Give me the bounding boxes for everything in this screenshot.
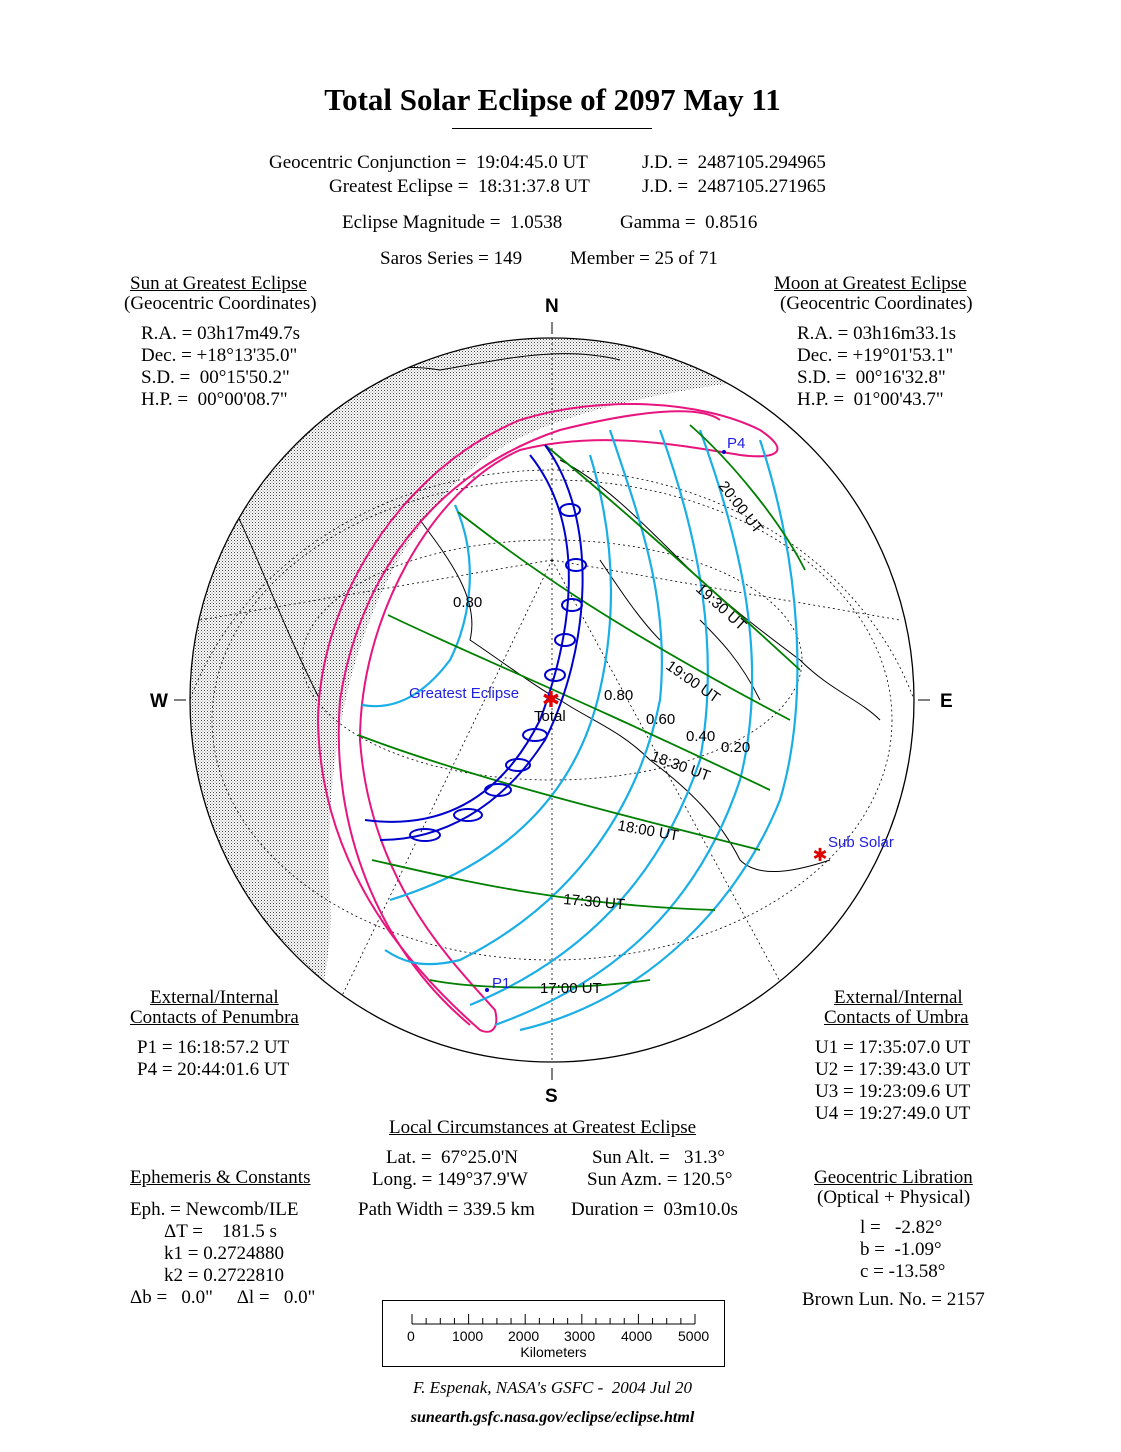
moon-dec: Dec. = +19°01'53.1" — [797, 345, 954, 366]
sun-ra: R.A. = 03h17m49.7s — [141, 323, 301, 344]
north-label: N — [545, 296, 559, 317]
penumbra-heading-1: External/Internal — [150, 987, 279, 1008]
ephemeris-k1: k1 = 0.2724880 — [164, 1243, 284, 1264]
south-label: S — [545, 1086, 558, 1107]
graticule — [190, 338, 914, 1062]
libration-l: l = -2.82° — [860, 1217, 943, 1238]
ephemeris-heading: Ephemeris & Constants — [130, 1167, 311, 1188]
penumbra-northern-limit — [337, 410, 721, 1026]
saros-series: Saros Series = 149 — [380, 248, 523, 269]
libration-c: c = -13.58° — [860, 1261, 946, 1282]
saros-member: Member = 25 of 71 — [570, 248, 718, 269]
east-label: E — [940, 691, 953, 712]
sun-dec: Dec. = +18°13'35.0" — [141, 345, 298, 366]
time-lines — [357, 424, 806, 989]
greatest-time: Greatest Eclipse = 18:31:37.8 UT — [329, 176, 590, 197]
magnitude-label-020: 0.20 — [721, 739, 750, 756]
ephemeris-k2: k2 = 0.2722810 — [164, 1265, 284, 1286]
magnitude-label-060: 0.60 — [646, 711, 675, 728]
time-label-1930: 19:30 UT — [692, 580, 749, 634]
scale-tick-label: 1000 — [452, 1328, 484, 1344]
umbral-path — [364, 444, 587, 842]
ephemeris-delta-t: ΔT = 181.5 s — [164, 1221, 277, 1242]
night-side-shading — [190, 338, 900, 1062]
scale-unit: Kilometers — [520, 1344, 587, 1360]
greatest-jd: J.D. = 2487105.271965 — [642, 176, 826, 197]
scale-tick-label: 4000 — [621, 1328, 653, 1344]
sub-solar-label: Sub Solar — [828, 834, 894, 851]
magnitude-label-080-west: 0.80 — [453, 594, 482, 611]
moon-sd: S.D. = 00°16'32.8" — [797, 367, 946, 388]
credit-url[interactable]: sunearth.gsfc.nasa.gov/eclipse/eclipse.h… — [410, 1409, 695, 1426]
conjunction-jd: J.D. = 2487105.294965 — [642, 152, 826, 173]
u3-contact: U3 = 19:23:09.6 UT — [815, 1081, 971, 1102]
umbra-heading-1: External/Internal — [834, 987, 963, 1008]
local-duration: Duration = 03m10.0s — [571, 1199, 738, 1220]
total-label: Total — [534, 708, 566, 725]
credit-author: F. Espenak, NASA's GSFC - 2004 Jul 20 — [412, 1378, 693, 1397]
time-label-1900: 19:00 UT — [663, 657, 723, 706]
p4-contact: P4 = 20:44:01.6 UT — [137, 1059, 290, 1080]
magnitude-label-040: 0.40 — [686, 728, 715, 745]
time-label-1800: 18:00 UT — [616, 817, 680, 844]
sub-solar-marker-icon: ✱ — [812, 845, 827, 865]
time-label-1830: 18:30 UT — [649, 748, 713, 785]
sun-hp: H.P. = 00°00'08.7" — [141, 389, 288, 410]
time-label-1730: 17:30 UT — [563, 891, 626, 913]
magnitude-label-080-east: 0.80 — [604, 687, 633, 704]
time-label-2000: 20:00 UT — [715, 478, 766, 537]
libration-heading: Geocentric Libration — [814, 1167, 973, 1188]
moon-subheading: (Geocentric Coordinates) — [780, 293, 973, 314]
scale-tick-label: 5000 — [678, 1328, 710, 1344]
umbra-heading-2: Contacts of Umbra — [824, 1007, 969, 1028]
local-path-width: Path Width = 339.5 km — [358, 1199, 535, 1220]
local-sun-azm: Sun Azm. = 120.5° — [587, 1169, 733, 1190]
u2-contact: U2 = 17:39:43.0 UT — [815, 1059, 971, 1080]
page-title: Total Solar Eclipse of 2097 May 11 — [324, 82, 781, 117]
conjunction-time: Geocentric Conjunction = 19:04:45.0 UT — [269, 152, 588, 173]
magnitude-curves — [361, 429, 799, 1032]
local-sun-alt: Sun Alt. = 31.3° — [592, 1147, 725, 1168]
p1-contact: P1 = 16:18:57.2 UT — [137, 1037, 290, 1058]
scale-tick-label: 0 — [407, 1328, 415, 1344]
eclipse-magnitude: Eclipse Magnitude = 1.0538 — [342, 212, 563, 233]
scale-ruler — [411, 1314, 696, 1325]
sun-sd: S.D. = 00°15'50.2" — [141, 367, 290, 388]
p4-label: P4 — [727, 435, 745, 452]
greatest-eclipse-label: Greatest Eclipse — [409, 685, 519, 702]
scale-tick-label: 2000 — [508, 1328, 540, 1344]
libration-subheading: (Optical + Physical) — [817, 1187, 971, 1208]
time-label-1700: 17:00 UT — [540, 980, 602, 997]
sun-subheading: (Geocentric Coordinates) — [124, 293, 317, 314]
greatest-eclipse-marker-icon: ✱ — [542, 687, 560, 712]
gamma: Gamma = 0.8516 — [620, 212, 758, 233]
moon-hp: H.P. = 01°00'43.7" — [797, 389, 944, 410]
u1-contact: U1 = 17:35:07.0 UT — [815, 1037, 971, 1058]
distance-scale-box: 0 1000 2000 3000 4000 5000 Kilometers — [382, 1300, 725, 1367]
penumbra-limit-curve — [316, 402, 779, 1033]
west-label: W — [150, 691, 168, 712]
moon-ra: R.A. = 03h16m33.1s — [797, 323, 957, 344]
globe-outline — [189, 337, 915, 1063]
u4-contact: U4 = 19:27:49.0 UT — [815, 1103, 971, 1124]
p4-point — [722, 450, 726, 454]
local-long: Long. = 149°37.9'W — [372, 1169, 528, 1190]
brown-lunation-number: Brown Lun. No. = 2157 — [802, 1289, 985, 1310]
p1-label: P1 — [492, 975, 510, 992]
p1-point — [485, 988, 489, 992]
local-heading: Local Circumstances at Greatest Eclipse — [389, 1117, 697, 1138]
scale-tick-label: 3000 — [564, 1328, 596, 1344]
sun-heading: Sun at Greatest Eclipse — [130, 273, 307, 294]
ephemeris-eph: Eph. = Newcomb/ILE — [130, 1199, 299, 1220]
penumbra-heading-2: Contacts of Penumbra — [130, 1007, 299, 1028]
libration-b: b = -1.09° — [860, 1239, 942, 1260]
ephemeris-delta-b-l: Δb = 0.0" Δl = 0.0" — [130, 1287, 316, 1308]
title-underline — [452, 128, 652, 129]
moon-heading: Moon at Greatest Eclipse — [774, 273, 967, 294]
magnitude-curve — [361, 504, 471, 708]
local-lat: Lat. = 67°25.0'N — [386, 1147, 519, 1168]
